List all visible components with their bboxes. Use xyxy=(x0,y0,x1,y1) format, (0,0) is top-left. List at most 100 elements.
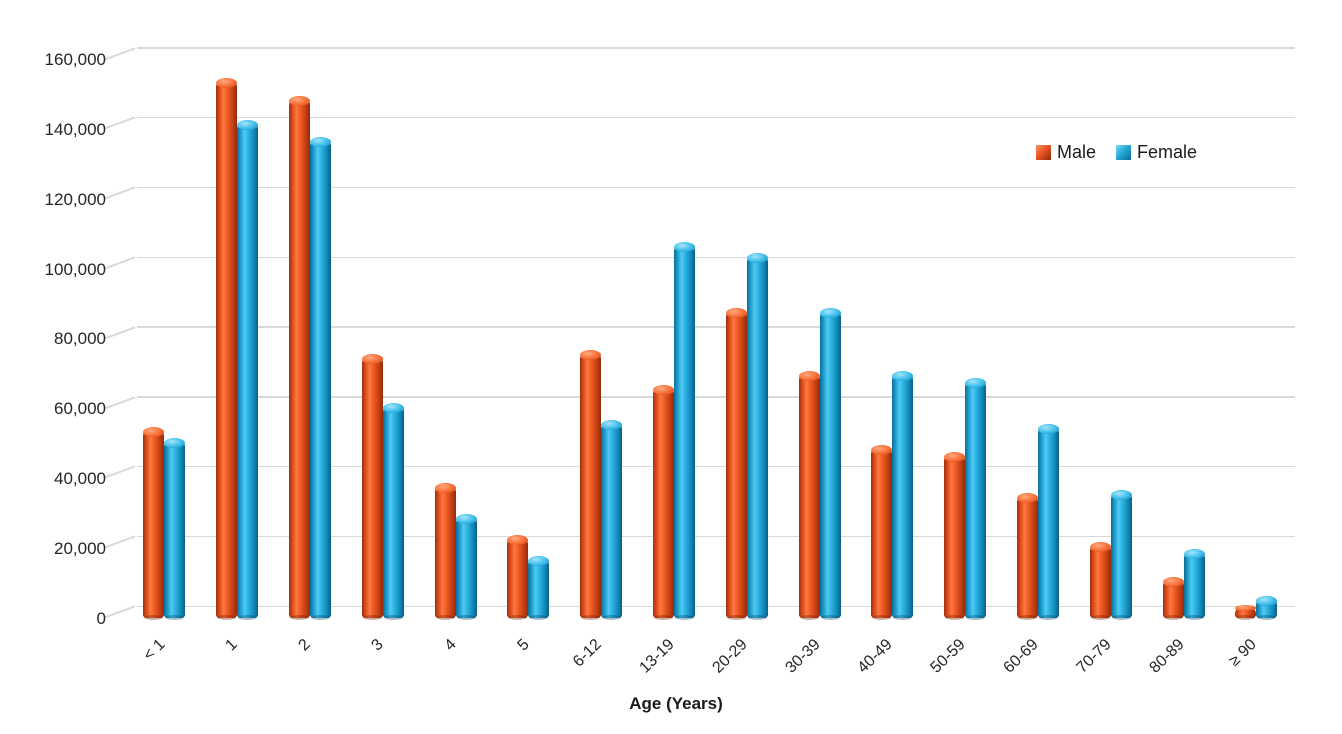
gridline-connector xyxy=(103,535,136,549)
cylinder-cap xyxy=(216,78,238,88)
cylinder-cap xyxy=(1038,423,1059,434)
y-tick-label: 20,000 xyxy=(54,538,106,558)
bar-male-30-39 xyxy=(798,371,820,620)
cylinder-cap xyxy=(674,242,695,253)
gridline-connector xyxy=(103,395,136,409)
cylinder-cap xyxy=(143,427,165,437)
legend-swatch-male xyxy=(1036,145,1051,160)
cylinder-base xyxy=(144,615,164,620)
cylinder-cap xyxy=(1162,577,1184,588)
cylinder-cap xyxy=(1017,493,1038,504)
cylinder-base xyxy=(1039,615,1058,620)
bar-female-30-39 xyxy=(819,308,841,620)
cylinder-cap xyxy=(871,444,893,455)
bar-female-13-19 xyxy=(674,242,695,620)
cylinder-cap xyxy=(1089,542,1111,553)
bar-male-50-59 xyxy=(944,451,966,620)
bar-male-13-19 xyxy=(653,385,674,620)
bar-male-<1 xyxy=(143,427,165,620)
bar-female-2 xyxy=(310,137,331,620)
bar-female-60-69 xyxy=(1038,423,1059,620)
bar-male-40-49 xyxy=(871,444,893,620)
gridline-connector xyxy=(103,46,136,60)
x-tick-label: 13-19 xyxy=(636,636,678,677)
x-tick-label: 40-49 xyxy=(854,636,897,677)
cylinder-base xyxy=(456,614,476,620)
cylinder-base xyxy=(726,614,746,620)
cylinder-base xyxy=(311,614,330,620)
cylinder-cap xyxy=(1110,489,1132,500)
cylinder-base xyxy=(383,614,403,620)
x-tick-label: 50-59 xyxy=(927,636,970,677)
bar-female-≥90 xyxy=(1256,596,1278,620)
gridline-connector xyxy=(103,605,136,619)
x-tick-label: 20-29 xyxy=(709,636,751,677)
y-tick-label: 140,000 xyxy=(44,119,106,139)
x-tick-label: 30-39 xyxy=(782,636,824,677)
bar-female-20-29 xyxy=(746,252,768,620)
cylinder-base xyxy=(238,614,258,620)
gridline-connector xyxy=(103,326,136,339)
cylinder-base xyxy=(290,615,309,620)
y-tick-label: 0 xyxy=(96,608,106,628)
bar-male-5 xyxy=(507,535,529,620)
gridline-connector xyxy=(103,256,136,270)
bar-female-5 xyxy=(528,556,550,620)
cylinder-base xyxy=(362,614,382,620)
cylinder-cap xyxy=(528,556,550,567)
legend-item-female: Female xyxy=(1116,142,1197,163)
bar-female-<1 xyxy=(164,437,186,620)
y-tick-label: 80,000 xyxy=(54,329,106,349)
cylinder-base xyxy=(508,614,528,620)
cylinder-base xyxy=(1257,614,1277,620)
bar-male-60-69 xyxy=(1017,493,1038,620)
cylinder-base xyxy=(872,615,892,620)
cylinder-cap xyxy=(580,350,602,361)
y-tick-label: 120,000 xyxy=(44,189,106,209)
cylinder-cap xyxy=(892,371,914,382)
cylinder-cap xyxy=(819,308,841,319)
cylinder-base xyxy=(1111,615,1131,621)
x-tick-label: 80-89 xyxy=(1146,636,1188,677)
cylinder-cap xyxy=(1256,596,1278,607)
cylinder-base xyxy=(799,614,819,620)
cylinder-cap xyxy=(1235,605,1257,611)
legend-swatch-female xyxy=(1116,145,1132,160)
bar-female-4 xyxy=(455,514,477,620)
x-tick-label: 1 xyxy=(222,636,242,655)
bar-male-≥90 xyxy=(1235,605,1257,620)
bar-male-80-89 xyxy=(1162,577,1184,620)
bar-female-6-12 xyxy=(601,420,623,620)
gridline xyxy=(137,116,1295,119)
cylinder-base xyxy=(966,614,986,620)
y-tick-label: 100,000 xyxy=(44,259,106,279)
gridline xyxy=(137,47,1295,49)
cylinder-base xyxy=(893,614,913,620)
y-tick-label: 60,000 xyxy=(54,399,106,419)
x-tick-label: 70-79 xyxy=(1073,636,1115,677)
cylinder-base xyxy=(945,615,965,620)
x-tick-label: 6-12 xyxy=(570,636,606,671)
cylinder-cap xyxy=(944,451,966,462)
legend: Male Female xyxy=(1036,142,1197,163)
cylinder-base xyxy=(217,615,237,620)
cylinder-cap xyxy=(798,371,820,382)
gridline-connector xyxy=(103,116,136,130)
cylinder-cap xyxy=(434,482,456,493)
x-tick-label: 4 xyxy=(441,636,460,655)
bar-female-40-49 xyxy=(892,371,914,620)
bar-male-20-29 xyxy=(725,308,747,620)
cylinder-cap xyxy=(455,514,477,525)
cylinder-base xyxy=(1236,615,1256,620)
x-tick-label: 5 xyxy=(513,636,533,655)
gridline-connector xyxy=(103,186,136,200)
x-tick-label: < 1 xyxy=(140,636,169,664)
cylinder-cap xyxy=(507,535,529,546)
cylinder-base xyxy=(1090,614,1110,620)
bar-female-50-59 xyxy=(965,378,987,620)
cylinder-base xyxy=(602,614,622,620)
cylinder-cap xyxy=(1183,549,1205,560)
gridline xyxy=(137,605,1295,608)
x-axis-title: Age (Years) xyxy=(629,694,723,713)
